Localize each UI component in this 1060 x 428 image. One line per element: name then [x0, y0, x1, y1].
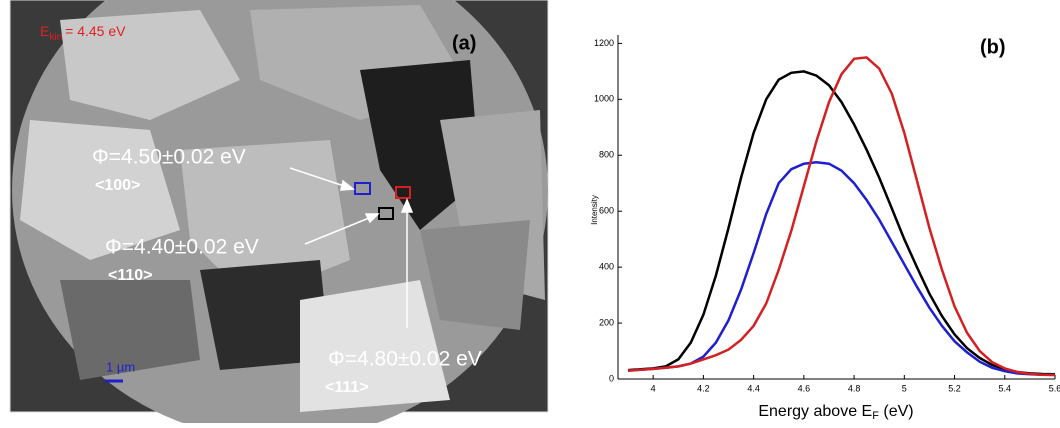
line: [627, 56, 1056, 377]
work-function-label: Φ=4.40±0.02 eV: [105, 236, 259, 259]
y-tick-label: 200: [599, 317, 614, 327]
y-tick-label: 1000: [594, 94, 614, 104]
line: [627, 70, 1056, 376]
scale-bar-label: 1 µm: [106, 359, 135, 374]
y-tick-label: 600: [599, 206, 614, 216]
y-tick-label: 0: [609, 373, 614, 383]
orientation-label: <100>: [95, 177, 140, 194]
x-tick-label: 4.8: [848, 383, 861, 393]
work-function-label: Φ=4.50±0.02 eV: [92, 146, 246, 169]
x-tick-label: 4: [651, 383, 656, 393]
micrograph: [9, 0, 549, 428]
y-tick-label: 1200: [594, 38, 614, 48]
work-function-label: Φ=4.80±0.02 eV: [328, 348, 482, 371]
text: Energy above E: [758, 403, 872, 420]
line: [627, 161, 1055, 377]
text: = 4.45 eV: [65, 23, 126, 39]
y-axis-label: Intensity: [590, 195, 599, 225]
x-tick-label: 4.4: [747, 383, 760, 393]
suffix: (eV): [879, 403, 914, 420]
x-tick-label: 5.6: [1049, 383, 1060, 393]
y-tick-label: 400: [599, 262, 614, 272]
x-tick-label: 4.6: [798, 383, 811, 393]
subscript: F: [872, 410, 879, 422]
symbol: E: [40, 23, 49, 39]
x-axis-label: Energy above EF (eV): [758, 403, 913, 422]
x-tick-label: 4.2: [697, 383, 710, 393]
x-tick-label: 5: [902, 383, 907, 393]
y-tick-label: 800: [599, 150, 614, 160]
orientation-label: <111>: [325, 379, 369, 396]
orientation-label: <110>: [108, 267, 153, 284]
panel-label: (a): [452, 32, 476, 54]
x-tick-label: 5.2: [948, 383, 961, 393]
panel-label: (b): [980, 36, 1006, 58]
subscript: kin: [49, 32, 62, 43]
x-tick-label: 5.4: [999, 383, 1012, 393]
energy-label: Ekin = 4.45 eV: [40, 23, 126, 43]
